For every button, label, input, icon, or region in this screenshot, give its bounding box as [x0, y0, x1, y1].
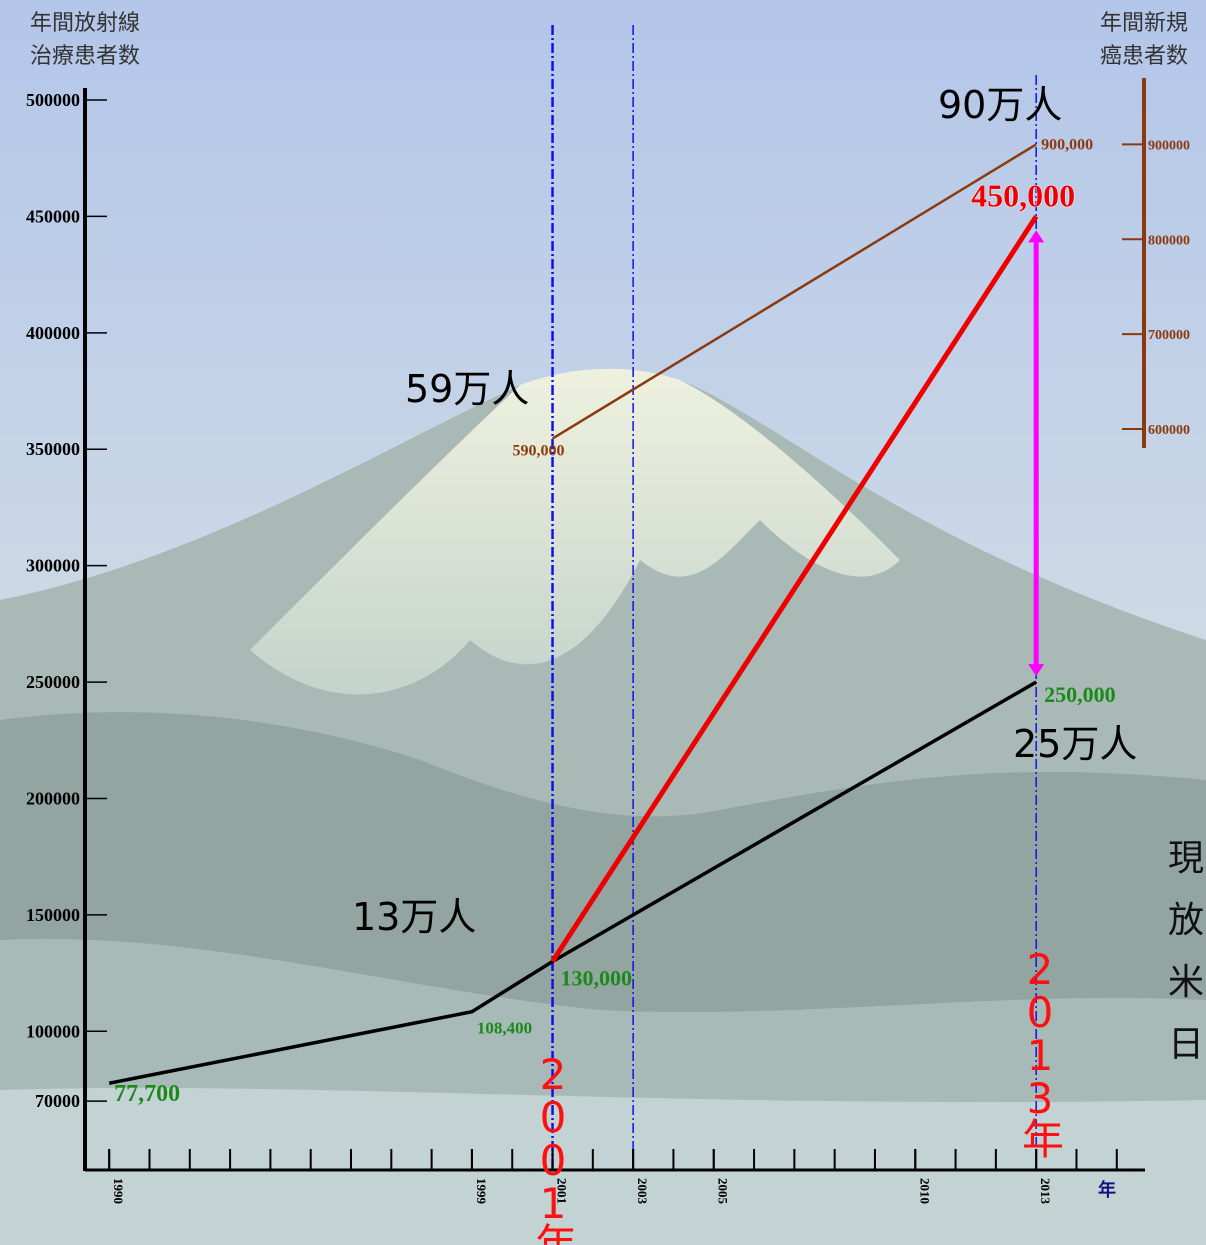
- data-label: 108,400: [477, 1019, 532, 1038]
- x-tick-label: 2013: [1038, 1178, 1053, 1205]
- y2-axis-title: 年間新規: [1100, 11, 1188, 36]
- data-label: 900,000: [1041, 136, 1093, 153]
- y-tick-label: 450000: [26, 206, 80, 226]
- annotation: 13万人: [352, 895, 476, 939]
- annotation: 90万人: [938, 83, 1062, 127]
- y-axis-title: 年間放射線: [30, 11, 140, 36]
- x-tick-label: 1999: [474, 1178, 489, 1205]
- y-tick-label: 350000: [26, 439, 80, 459]
- annotation: 25万人: [1013, 722, 1137, 766]
- y2-axis-title: 癌患者数: [1100, 44, 1188, 69]
- y-tick-label: 100000: [26, 1021, 80, 1041]
- x-tick-label: 2003: [635, 1178, 650, 1205]
- x-tick-label: 2005: [716, 1178, 731, 1205]
- y-tick-label: 150000: [26, 905, 80, 925]
- y-tick-label: 500000: [26, 90, 80, 110]
- y-axis-title: 治療患者数: [30, 44, 140, 69]
- x-tick-label: 2010: [917, 1178, 932, 1204]
- x-tick-label: 2001: [555, 1178, 570, 1204]
- y-tick-label: 400000: [26, 323, 80, 343]
- year-label: 2001年: [529, 1050, 578, 1245]
- year-label: 2013年: [1016, 945, 1065, 1158]
- y2-tick-label: 600000: [1148, 423, 1190, 438]
- y2-tick-label: 700000: [1148, 328, 1190, 343]
- y2-tick-label: 800000: [1148, 233, 1190, 248]
- data-label: 590,000: [513, 443, 565, 460]
- side-text: 日: [1168, 1024, 1204, 1065]
- annotation: 59万人: [405, 367, 529, 411]
- y-tick-label: 200000: [26, 788, 80, 808]
- series-line: [551, 143, 1037, 440]
- series-line: [108, 680, 1038, 1085]
- x-tick-label: 1990: [111, 1178, 126, 1204]
- ground: [0, 1087, 1206, 1245]
- data-label: 450,000: [971, 177, 1075, 213]
- data-label: 77,700: [114, 1081, 180, 1107]
- y-tick-label: 300000: [26, 556, 80, 576]
- y2-tick-label: 900000: [1148, 138, 1190, 153]
- y-tick-label: 70000: [35, 1091, 80, 1111]
- side-text: 米: [1168, 962, 1204, 1003]
- series-line: [550, 215, 1039, 963]
- data-label: 250,000: [1044, 682, 1116, 707]
- x-axis-unit: 年: [1098, 1179, 1116, 1201]
- side-text: 現: [1168, 838, 1204, 879]
- side-text: 放: [1168, 900, 1204, 941]
- y-tick-label: 250000: [26, 672, 80, 692]
- snow-cap: [250, 368, 900, 695]
- data-label: 130,000: [561, 965, 633, 990]
